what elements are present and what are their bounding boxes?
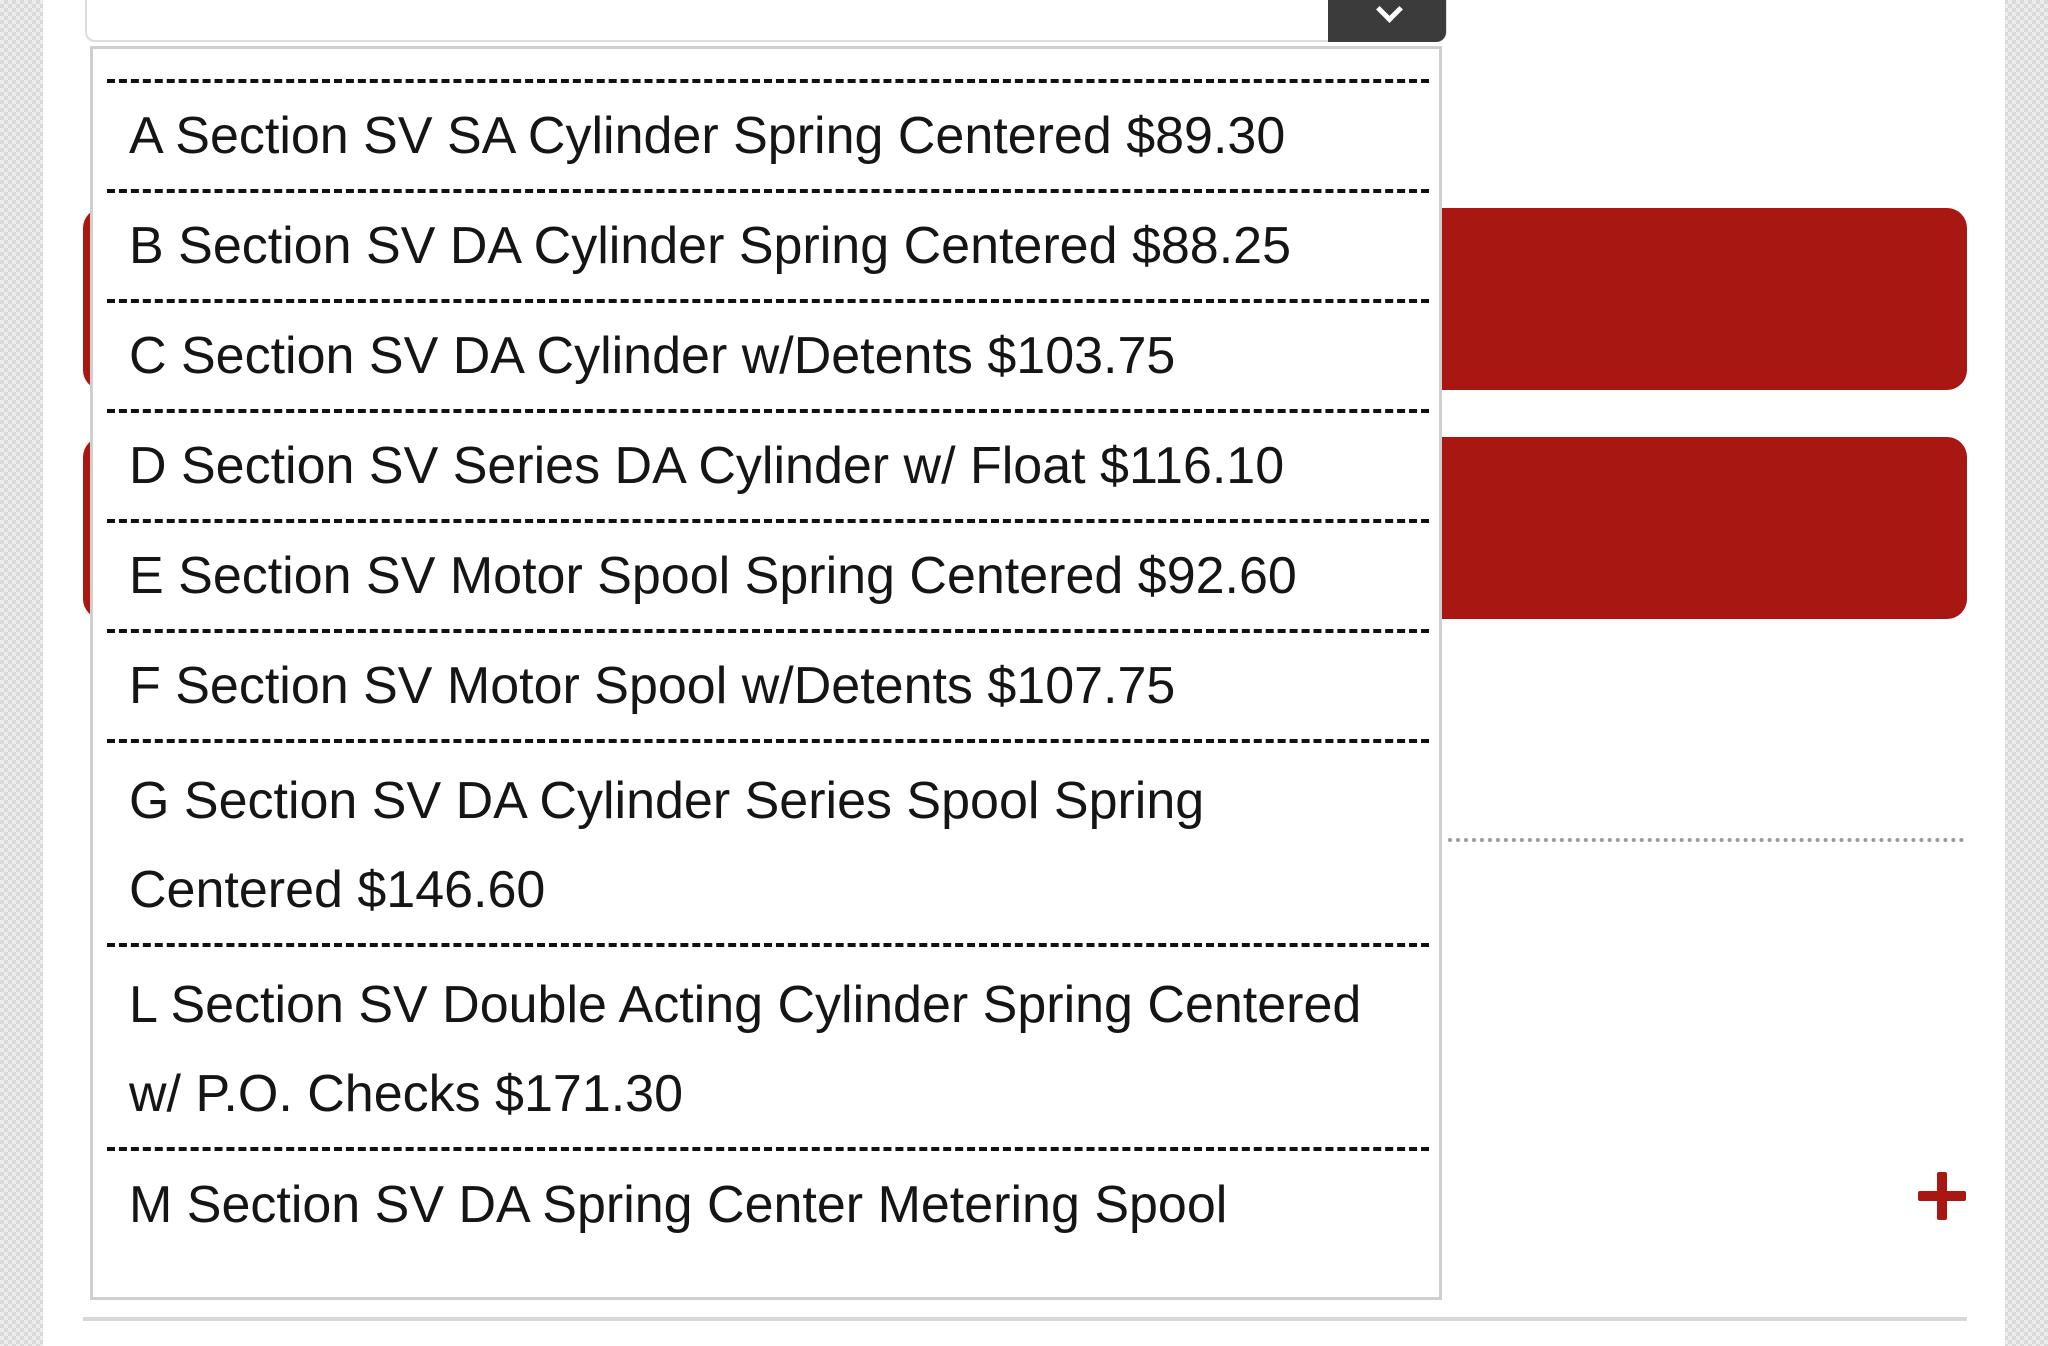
- dropdown-option[interactable]: M Section SV DA Spring Center Metering S…: [107, 1147, 1429, 1267]
- dropdown-option[interactable]: D Section SV Series DA Cylinder w/ Float…: [107, 409, 1429, 519]
- dotted-separator: [1448, 838, 1964, 842]
- section-select[interactable]: [85, 0, 1447, 42]
- dropdown-option[interactable]: A Section SV SA Cylinder Spring Centered…: [107, 79, 1429, 189]
- chevron-down-icon[interactable]: [1328, 0, 1446, 42]
- dropdown-option[interactable]: C Section SV DA Cylinder w/Detents $103.…: [107, 299, 1429, 409]
- dropdown-option[interactable]: L Section SV Double Acting Cylinder Spri…: [107, 943, 1429, 1147]
- dropdown-option[interactable]: E Section SV Motor Spool Spring Centered…: [107, 519, 1429, 629]
- dropdown-option[interactable]: B Section SV DA Cylinder Spring Centered…: [107, 189, 1429, 299]
- dropdown-option[interactable]: F Section SV Motor Spool w/Detents $107.…: [107, 629, 1429, 739]
- dropdown-list: A Section SV SA Cylinder Spring Centered…: [90, 46, 1442, 1300]
- bottom-divider: [83, 1317, 1967, 1321]
- dropdown-option[interactable]: G Section SV DA Cylinder Series Spool Sp…: [107, 739, 1429, 943]
- plus-icon[interactable]: [1918, 1172, 1966, 1220]
